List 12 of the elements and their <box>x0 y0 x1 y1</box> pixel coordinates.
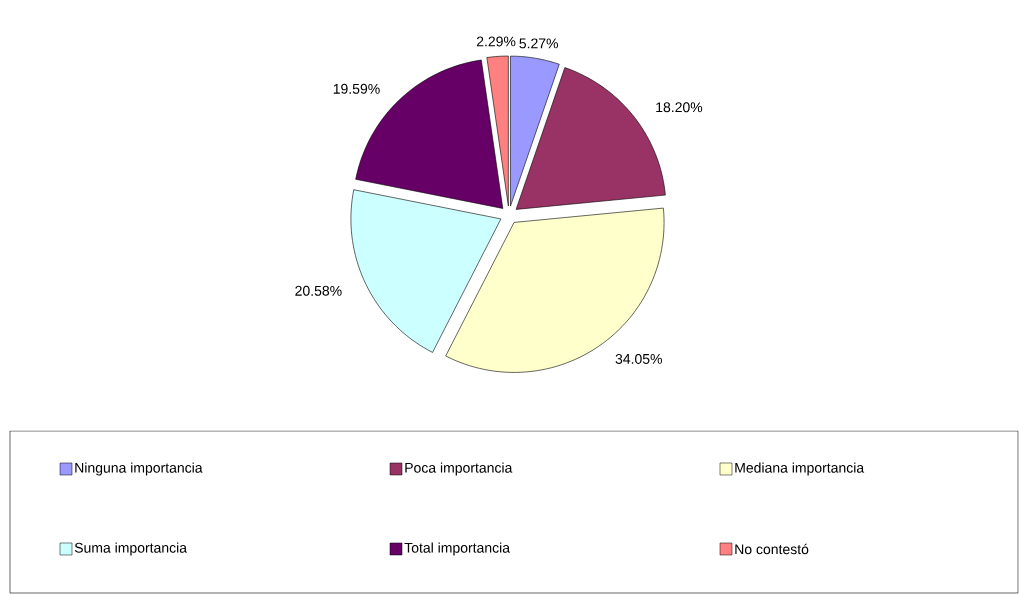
data-label: 19.59% <box>333 83 380 94</box>
data-label: 5.27% <box>519 38 559 49</box>
legend-label: Total importancia <box>404 542 511 556</box>
data-label: 34.05% <box>615 353 662 364</box>
data-label: 18.20% <box>656 102 703 113</box>
legend-label: No contestó <box>735 543 809 555</box>
legend-label: Suma importancia <box>74 542 188 556</box>
data-label: 2.29% <box>476 36 516 47</box>
data-label: 20.58% <box>295 285 342 296</box>
legend-label: Mediana importancia <box>735 462 865 476</box>
legend-label: Poca importancia <box>405 462 513 476</box>
legend-label: Ninguna importancia <box>75 462 203 476</box>
